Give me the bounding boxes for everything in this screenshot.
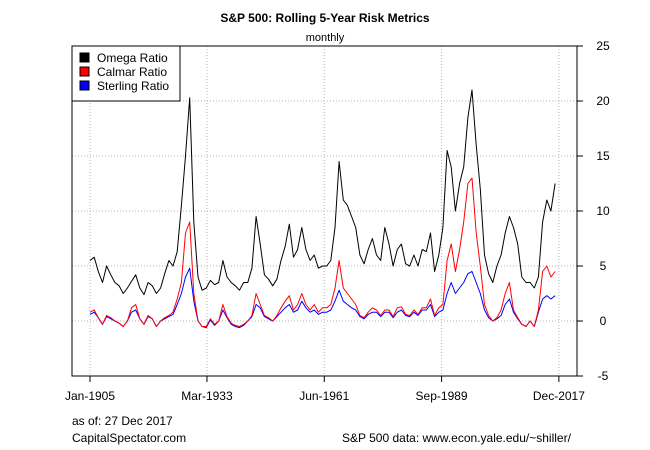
y-tick-label: 20 [596, 94, 610, 108]
x-tick-label: Mar-1933 [181, 389, 233, 403]
data-source: S&P 500 data: www.econ.yale.edu/~shiller… [342, 431, 571, 445]
series-line-omega-ratio [89, 89, 556, 296]
legend-swatch [79, 52, 90, 63]
as-of-date: as of: 27 Dec 2017 [72, 414, 173, 428]
legend-swatch [79, 66, 90, 77]
x-tick-label: Jun-1961 [299, 389, 349, 403]
y-tick-label: 5 [600, 259, 607, 273]
y-tick-label: 0 [600, 314, 607, 328]
legend-label: Calmar Ratio [97, 65, 167, 79]
y-tick-label: 25 [596, 39, 610, 53]
legend-box [71, 45, 181, 102]
x-tick-label: Jan-1905 [65, 389, 115, 403]
chart-title: S&P 500: Rolling 5-Year Risk Metrics [220, 11, 430, 25]
y-tick-label: 15 [596, 149, 610, 163]
series-line-sterling-ratio [89, 267, 556, 329]
legend-label: Sterling Ratio [97, 79, 169, 93]
x-axis: Jan-1905 Mar-1933 Jun-1961 Sep-1989 Dec-2017 [65, 375, 585, 403]
site-credit: CapitalSpectator.com [72, 431, 187, 445]
chart-subtitle: monthly [306, 32, 345, 44]
legend-swatch [79, 80, 90, 91]
y-tick-label: -5 [598, 369, 609, 383]
x-tick-label: Dec-2017 [533, 389, 585, 403]
series-layer [89, 89, 556, 329]
y-tick-label: 10 [596, 204, 610, 218]
x-tick-label: Sep-1989 [416, 389, 468, 403]
y-axis: -5 0 5 10 15 20 25 [577, 39, 610, 383]
series-line-calmar-ratio [89, 177, 556, 327]
legend-label: Omega Ratio [97, 51, 168, 65]
